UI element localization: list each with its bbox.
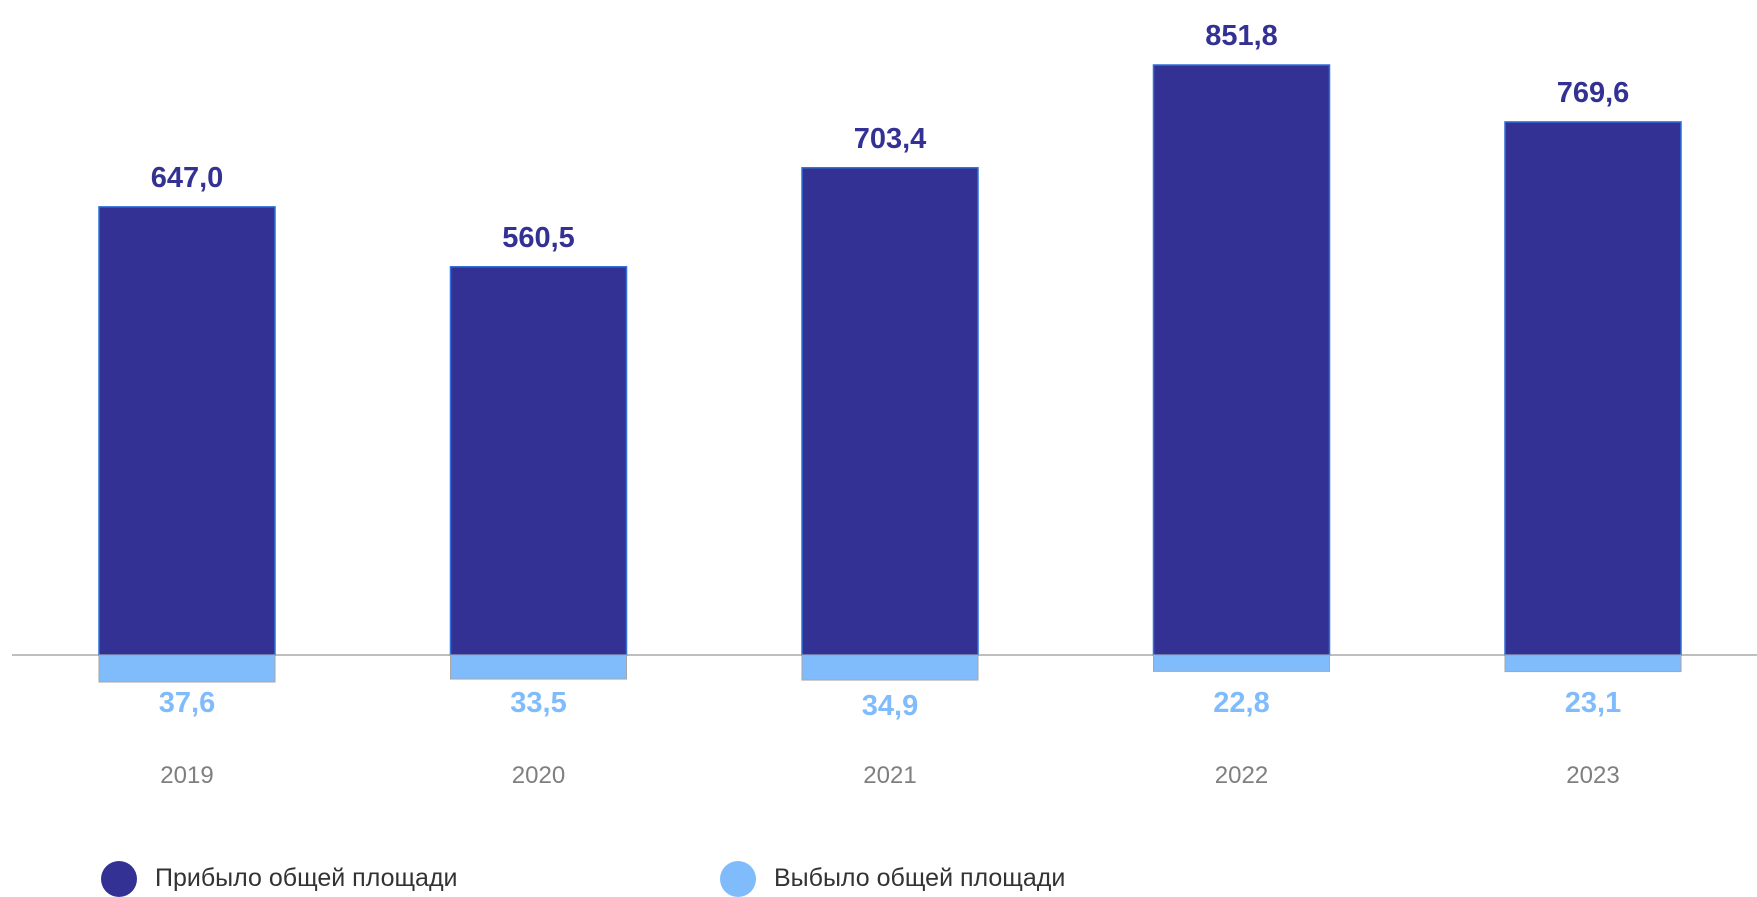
legend-label-arrived: Прибыло общей площади	[155, 864, 458, 892]
data-label-arrived-2021: 703,4	[854, 123, 927, 155]
x-tick-label-2020: 2020	[512, 762, 565, 789]
data-label-departed-2019: 37,6	[159, 687, 215, 719]
x-tick-label-2023: 2023	[1566, 762, 1619, 789]
bar-arrived-2021	[801, 167, 979, 656]
data-label-arrived-2020: 560,5	[502, 222, 575, 254]
bar-arrived-2020	[449, 266, 628, 656]
data-label-departed-2023: 23,1	[1565, 687, 1621, 719]
data-label-arrived-2022: 851,8	[1205, 20, 1278, 52]
legend-swatch-departed	[720, 860, 756, 897]
x-tick-label-2021: 2021	[863, 762, 916, 789]
bar-chart-plot: 647,0 37,6 2019 560,5 33,5 2020 703,4 34,9 2021 8…	[12, 20, 1757, 789]
legend: Прибыло общей площади Выбыло общей площа…	[0, 860, 1757, 897]
x-tick-label-2022: 2022	[1215, 762, 1268, 789]
legend-item-arrived: Прибыло общей площади	[101, 860, 458, 897]
bar-departed-2021	[801, 654, 979, 681]
legend-label-departed: Выбыло общей площади	[774, 864, 1066, 892]
legend-swatch-arrived	[101, 860, 137, 897]
data-label-arrived-2019: 647,0	[151, 162, 224, 194]
bar-departed-2020	[450, 654, 627, 680]
data-label-arrived-2023: 769,6	[1557, 77, 1630, 109]
data-label-departed-2022: 22,8	[1213, 687, 1269, 719]
bar-arrived-2022	[1152, 64, 1331, 656]
bar-departed-2019	[98, 654, 276, 683]
x-tick-label-2019: 2019	[160, 762, 213, 789]
data-label-departed-2021: 34,9	[862, 690, 918, 722]
legend-item-departed: Выбыло общей площади	[720, 860, 1065, 897]
bar-departed-2023	[1504, 654, 1682, 673]
bar-departed-2022	[1153, 654, 1330, 672]
bar-arrived-2019	[98, 206, 276, 656]
data-label-departed-2020: 33,5	[510, 687, 566, 719]
bar-arrived-2023	[1504, 121, 1682, 656]
